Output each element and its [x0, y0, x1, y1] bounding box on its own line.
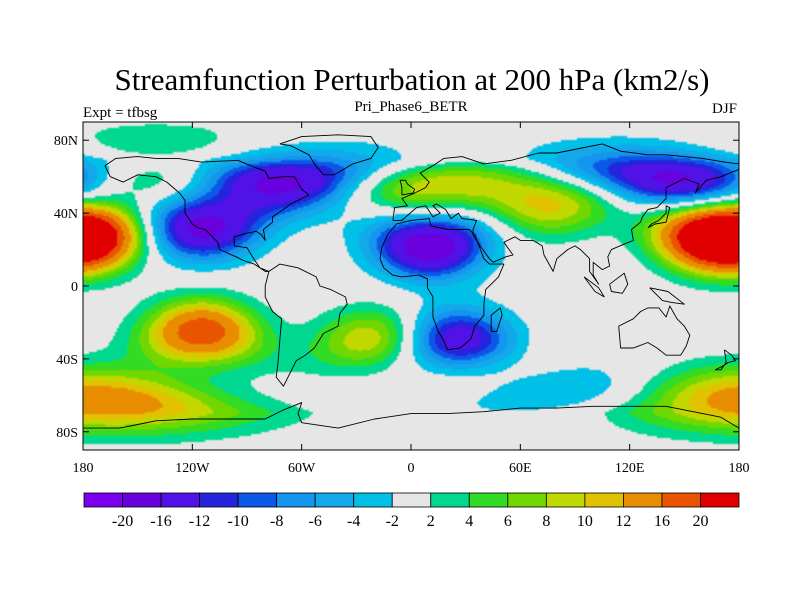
colorbar-label: -4	[347, 513, 360, 530]
coastline-sumatra	[583, 276, 605, 298]
colorbar-label: 2	[427, 513, 435, 530]
colorbar-label: 6	[504, 513, 512, 530]
colorbar-box	[661, 492, 701, 508]
coastline-britain	[399, 179, 416, 196]
colorbar-box	[314, 492, 355, 508]
colorbar-label: 20	[692, 513, 708, 530]
colorbar-box	[391, 492, 432, 508]
x-tick-label: 180	[729, 461, 750, 476]
left-string: Expt = tfbsg	[83, 105, 158, 121]
colorbar-label: -20	[112, 513, 133, 530]
colorbar-box	[623, 492, 663, 508]
coastline-south-america	[264, 263, 348, 387]
center-string: Pri_Phase6_BETR	[354, 99, 467, 115]
coastline-antarctica	[83, 402, 740, 429]
colorbar-label: 10	[577, 513, 593, 530]
x-tick-label: 60E	[509, 461, 532, 476]
coastline-japan	[647, 205, 671, 229]
colorbar-box	[237, 492, 278, 508]
x-tick-label: 0	[408, 461, 415, 476]
coastline-greenland	[279, 134, 379, 176]
coastlines	[83, 134, 740, 429]
y-tick-label: 40S	[56, 353, 78, 368]
coastline-madagascar	[490, 307, 503, 333]
x-tick-label: 180	[73, 461, 94, 476]
colorbar-box	[122, 492, 162, 508]
colorbar-box	[430, 492, 470, 508]
streamfunction-field	[83, 122, 739, 450]
y-tick-label: 40N	[54, 207, 78, 222]
coastline-new-guinea	[649, 287, 685, 305]
colorbar-box	[353, 492, 393, 508]
x-tick-label: 60W	[288, 461, 316, 476]
colorbar-label: 12	[615, 513, 631, 530]
colorbar-label: -2	[386, 513, 399, 530]
coastline-new-zealand	[714, 349, 736, 371]
colorbar-box	[545, 492, 586, 508]
colorbar-box	[700, 492, 740, 508]
colorbar-label: -6	[309, 513, 322, 530]
colorbar-box	[160, 492, 200, 508]
x-tick-label: 120W	[175, 461, 210, 476]
coastline-africa	[379, 218, 505, 351]
colorbar-label: 16	[654, 513, 670, 530]
colorbar-label: -12	[189, 513, 210, 530]
colorbar-label: 4	[465, 513, 473, 530]
coastline-borneo	[609, 272, 629, 294]
colorbar-label: 8	[542, 513, 550, 530]
colorbar-label: -8	[270, 513, 283, 530]
colorbar-label: -16	[150, 513, 171, 530]
colorbar: -20 -16 -12 -10 -8 -6 -4 -2 2 4 6 8 10 12 16 20	[83, 492, 740, 530]
colorbar-box	[468, 492, 509, 508]
y-tick-label: 0	[71, 280, 78, 295]
colorbar-label: -10	[227, 513, 248, 530]
right-string: DJF	[712, 101, 737, 117]
chart-title: Streamfunction Perturbation at 200 hPa (…	[115, 62, 710, 97]
coastline-north-america	[104, 156, 310, 272]
y-tick-label: 80N	[54, 134, 78, 149]
colorbar-box	[83, 492, 123, 508]
y-tick-label: 80S	[56, 426, 78, 441]
colorbar-box	[507, 492, 547, 508]
coastline-eurasia	[392, 143, 740, 285]
colorbar-box	[584, 492, 624, 508]
colorbar-box	[199, 492, 239, 508]
colorbar-box	[276, 492, 316, 508]
x-tick-label: 120E	[615, 461, 645, 476]
axis-ticks: 180 120W 60W 0 60E 120E 180 80N 40N 0 40S 80S	[54, 122, 750, 476]
coastline-australia	[618, 305, 691, 356]
